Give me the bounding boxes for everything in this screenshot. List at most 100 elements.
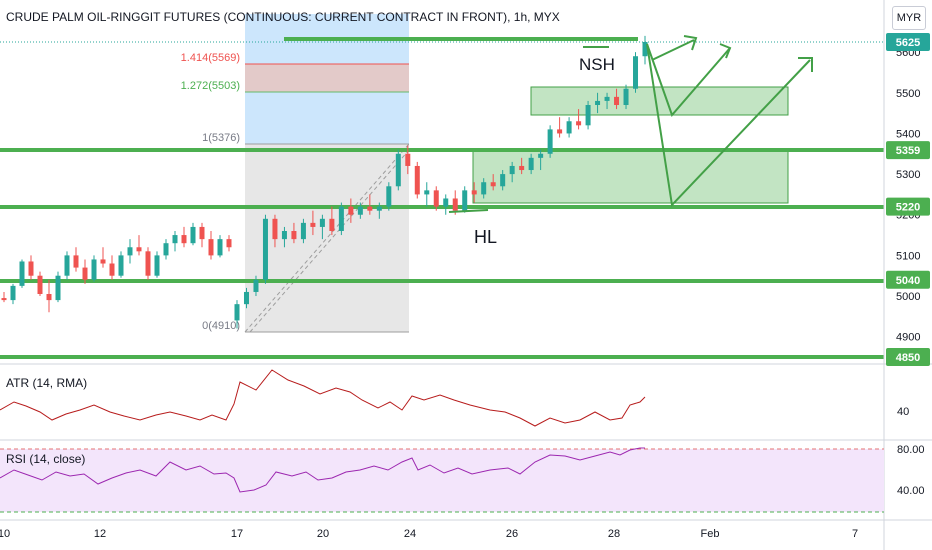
candle-body: [424, 190, 430, 195]
candle-body: [37, 275, 43, 294]
candle-body: [300, 222, 306, 240]
demand-zone-upper[interactable]: [530, 86, 789, 116]
candle-body: [490, 182, 496, 187]
candle-body: [100, 259, 106, 264]
candle-body: [64, 255, 70, 276]
candle-body: [329, 218, 335, 231]
nsh-label: NSH: [579, 55, 615, 74]
candle-body: [310, 222, 316, 227]
candle-body: [172, 235, 178, 244]
price-tag-label: 5040: [896, 275, 920, 287]
x-tick-label: 12: [94, 528, 106, 540]
candle-body: [528, 157, 534, 171]
candle-body: [217, 239, 223, 256]
fib-zone-gray: [245, 144, 409, 332]
candle-body: [91, 259, 97, 280]
price-tag-label: 5625: [896, 37, 920, 49]
candle-body: [642, 42, 648, 57]
candle-body: [633, 56, 639, 89]
x-tick-label: 26: [506, 528, 518, 540]
fib-label-1: 1(5376): [202, 132, 240, 144]
candles: [1, 35, 648, 329]
price-tag[interactable]: [886, 197, 930, 216]
candle-body: [481, 182, 487, 195]
candle-body: [376, 206, 382, 211]
candle-body: [576, 121, 582, 126]
rsi-axis-label: 40.00: [897, 485, 925, 497]
candle-body: [395, 153, 401, 187]
y-tick-label: 5500: [896, 88, 920, 100]
candle-body: [154, 255, 160, 276]
currency-badge[interactable]: MYR: [892, 6, 926, 30]
x-tick-label: Feb: [701, 528, 720, 540]
fib-label-1272: 1.272(5503): [181, 80, 240, 92]
candle-body: [443, 198, 449, 207]
candle-body: [199, 226, 205, 240]
candle-body: [181, 235, 187, 244]
candle-body: [1, 298, 7, 301]
candle-body: [19, 261, 25, 286]
price-tag[interactable]: [886, 270, 930, 289]
candle-body: [386, 186, 392, 207]
x-tick-label: 7: [852, 528, 858, 540]
candle-body: [234, 304, 240, 321]
candle-body: [433, 190, 439, 207]
candle-body: [614, 96, 620, 105]
price-tag[interactable]: [886, 33, 930, 51]
candle-body: [319, 218, 325, 227]
demand-zone-lower[interactable]: [472, 148, 789, 204]
candle-body: [226, 239, 232, 248]
x-tick-label: 28: [608, 528, 620, 540]
y-tick-label: 5000: [896, 291, 920, 303]
candle-body: [10, 285, 16, 301]
candle-body: [291, 231, 297, 240]
projection-arrows: [646, 35, 813, 208]
candle-body: [338, 206, 344, 231]
y-tick-label: 4900: [896, 332, 920, 344]
candle-body: [471, 190, 477, 195]
candle-body: [348, 206, 354, 215]
price-tag-label: 5220: [896, 202, 920, 214]
atr-axis-label: 40: [897, 406, 909, 418]
candle-body: [82, 267, 88, 280]
x-tick-label: 17: [231, 528, 243, 540]
candle-body: [462, 190, 468, 211]
candle-body: [163, 243, 169, 256]
candle-body: [566, 121, 572, 134]
x-tick-label: 10: [0, 528, 10, 540]
x-tick-label: 20: [317, 528, 329, 540]
price-tag[interactable]: [886, 348, 930, 366]
fib-label-1414: 1.414(5569): [181, 52, 240, 64]
symbol-title: CRUDE PALM OIL-RINGGIT FUTURES (CONTINUO…: [6, 10, 560, 24]
hl-label: HL: [474, 227, 497, 247]
fib-label-0: 0(4910): [202, 320, 240, 332]
candle-body: [208, 239, 214, 256]
rsi-axis-label: 80.00: [897, 444, 925, 456]
candle-body: [623, 88, 629, 105]
candle-body: [262, 218, 268, 280]
candle-body: [46, 294, 52, 301]
candle-body: [272, 218, 278, 240]
atr-label[interactable]: ATR (14, RMA): [6, 376, 88, 390]
candle-body: [585, 105, 591, 126]
rsi-label[interactable]: RSI (14, close): [6, 452, 86, 466]
candle-body: [109, 263, 115, 276]
candle-body: [357, 206, 363, 215]
candle-body: [243, 291, 249, 305]
candle-body: [405, 153, 411, 166]
candle-body: [127, 247, 133, 256]
candle-body: [136, 247, 142, 252]
rsi-line: [0, 447, 645, 493]
price-tag-label: 4850: [896, 352, 920, 364]
candle-body: [118, 255, 124, 276]
candle-body: [145, 251, 151, 276]
rsi-band: [0, 449, 884, 512]
candle-body: [253, 279, 259, 292]
candle-body: [28, 261, 34, 276]
candle-body: [452, 198, 458, 211]
candle-body: [190, 226, 196, 244]
fib-zone-red: [245, 64, 409, 92]
candle-body: [509, 165, 515, 175]
price-tag[interactable]: [886, 141, 930, 160]
